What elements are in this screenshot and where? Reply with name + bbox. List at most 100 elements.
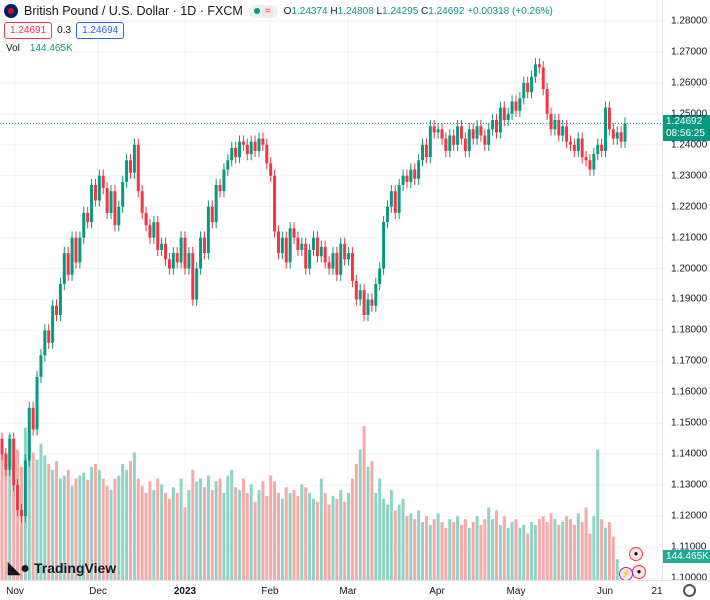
candle-body — [39, 355, 43, 377]
candle-body — [195, 268, 199, 300]
candle-body — [421, 144, 425, 161]
volume-bar — [514, 519, 518, 580]
candle-body — [448, 135, 452, 151]
candle-body — [537, 64, 541, 68]
candle-body — [459, 126, 463, 139]
candle-body — [545, 89, 549, 114]
volume-bar — [261, 481, 265, 580]
price-tick-label: 1.22000 — [671, 201, 708, 213]
volume-bar — [588, 533, 592, 580]
volume-bar — [600, 519, 604, 580]
candle-body — [588, 160, 592, 170]
volume-bar — [607, 522, 611, 580]
candle-body — [253, 141, 257, 151]
symbol-title[interactable]: British Pound / U.S. Dollar · 1D · FXCM — [24, 4, 243, 18]
candle-body — [206, 206, 210, 254]
candle-body — [66, 253, 70, 275]
volume-bar — [549, 513, 553, 580]
tradingview-logo[interactable]: ◣● TradingView — [8, 560, 117, 577]
volume-bar — [171, 487, 175, 580]
volume-bar — [245, 493, 249, 580]
candle-body — [378, 268, 382, 285]
candle-body — [401, 175, 405, 186]
candle-body — [440, 129, 444, 139]
candle-body — [607, 107, 611, 130]
candle-body — [358, 290, 362, 300]
candle-body — [354, 280, 358, 300]
candle-body — [43, 330, 47, 356]
volume-bar — [195, 481, 199, 580]
current-volume-label: 144.465K — [663, 550, 710, 563]
volume-bar — [448, 519, 452, 580]
candle-body — [70, 237, 74, 275]
volume-bar — [276, 493, 280, 580]
volume-bar — [132, 452, 136, 580]
candle-body — [541, 67, 545, 90]
price-tick-label: 1.27000 — [671, 46, 708, 58]
time-tick-label: Jun — [596, 586, 614, 597]
price-axis[interactable]: 1.24692 08:56:25 144.465K 1.28000 1.27000 1… — [662, 0, 710, 583]
volume-bar — [385, 504, 389, 580]
volume-bar — [565, 516, 569, 580]
price-tick-label: 1.21000 — [671, 232, 708, 244]
volume-bar — [393, 510, 397, 580]
candle-body — [113, 191, 117, 226]
time-tick-label: 2023 — [173, 586, 197, 597]
candle-body — [105, 188, 109, 213]
candle-body — [121, 181, 125, 207]
sell-button[interactable]: 1.24691 — [4, 22, 53, 39]
time-axis[interactable]: Nov Dec 2023 Feb Mar Apr May Jun 21 — [0, 580, 710, 600]
candle-body — [596, 144, 600, 155]
uk-event-icon[interactable]: ● — [629, 547, 643, 561]
volume-bar — [113, 478, 117, 580]
volume-bar — [284, 487, 288, 580]
volume-bar — [378, 478, 382, 580]
volume-bar — [31, 452, 35, 580]
volume-bar — [55, 461, 59, 580]
market-status-pill[interactable]: = — [248, 4, 278, 18]
us-event-icon[interactable]: ● — [632, 565, 646, 579]
volume-bar — [105, 485, 109, 580]
volume-bar — [226, 475, 230, 580]
volume-bar — [366, 466, 370, 580]
candle-body — [74, 237, 78, 263]
candle-body — [576, 138, 580, 151]
volume-bar — [175, 493, 179, 580]
candle-body — [495, 120, 499, 133]
volume-bar — [576, 513, 580, 580]
volume-bar — [487, 507, 491, 580]
volume-bar — [179, 478, 183, 580]
candle-body — [409, 169, 413, 182]
volume-bar — [397, 504, 401, 580]
candle-body — [424, 144, 428, 158]
candle-body — [140, 191, 144, 213]
candle-body — [549, 113, 553, 130]
candle-body — [405, 175, 409, 182]
volume-bar — [167, 498, 171, 580]
candle-body — [565, 126, 569, 142]
candle-body — [269, 163, 273, 176]
volume-bar — [312, 498, 315, 580]
candle-body — [335, 253, 339, 275]
lightning-event-icon[interactable]: ⚡ — [619, 567, 633, 581]
price-tick-label: 1.18000 — [671, 324, 708, 336]
candle-body — [55, 305, 59, 315]
settings-gear-icon[interactable] — [683, 584, 696, 597]
volume-bar — [292, 490, 296, 580]
volume-bar — [249, 484, 253, 580]
volume-bar — [199, 478, 203, 580]
price-tick-label: 1.11000 — [671, 541, 707, 553]
candle-body — [296, 237, 300, 250]
candle-body — [86, 212, 90, 223]
volume-bar — [78, 475, 82, 580]
candle-body — [276, 231, 280, 254]
volume-bar — [374, 493, 378, 580]
price-chart[interactable] — [0, 0, 662, 580]
volume-bar — [241, 478, 245, 580]
volume-bar — [273, 481, 277, 580]
candle-body — [506, 113, 510, 121]
market-open-icon — [253, 8, 260, 14]
volume-bar — [615, 559, 619, 580]
buy-button[interactable]: 1.24694 — [76, 22, 125, 39]
volume-bar — [12, 461, 16, 580]
